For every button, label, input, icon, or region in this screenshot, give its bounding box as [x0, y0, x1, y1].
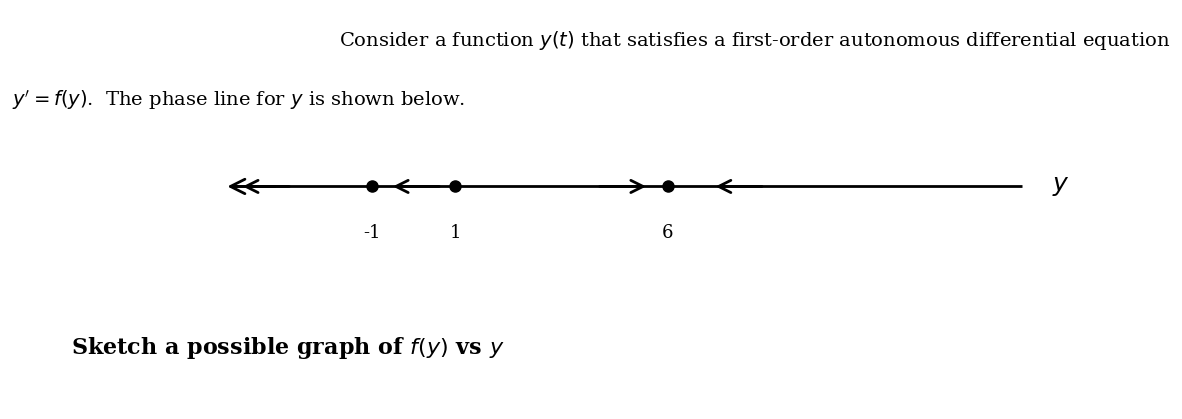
- Text: $y$: $y$: [1052, 175, 1070, 198]
- Text: Sketch a possible graph of $f(y)$ vs $y$: Sketch a possible graph of $f(y)$ vs $y$: [71, 335, 505, 361]
- Text: $y' = f(y)$.  The phase line for $y$ is shown below.: $y' = f(y)$. The phase line for $y$ is s…: [12, 88, 466, 112]
- Text: -1: -1: [364, 224, 381, 242]
- Text: 6: 6: [662, 224, 674, 242]
- Text: Consider a function $y(t)$ that satisfies a first-order autonomous differential : Consider a function $y(t)$ that satisfie…: [339, 29, 1170, 52]
- Text: 1: 1: [449, 224, 461, 242]
